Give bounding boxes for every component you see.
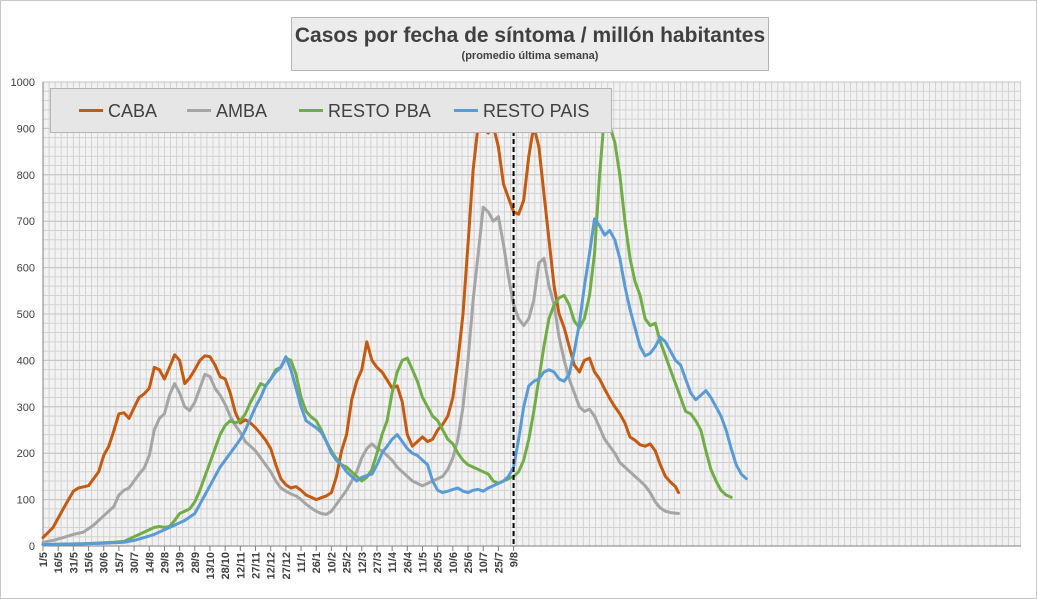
legend-item-resto-pais: RESTO PAIS [454, 101, 589, 121]
x-tick-label: 1/5 [38, 552, 50, 567]
x-tick-label: 10/7 [478, 552, 490, 573]
x-tick-label: 9/8 [509, 552, 521, 567]
x-tick-label: 14/8 [144, 552, 156, 573]
x-tick-label: 25/7 [493, 552, 505, 573]
chart-subtitle: (promedio última semana) [461, 50, 599, 62]
x-tick-label: 31/5 [68, 552, 80, 573]
y-tick-label: 900 [17, 123, 35, 135]
x-tick-label: 11/4 [387, 551, 399, 573]
legend-label-caba: CABA [108, 101, 158, 121]
x-tick-label: 12/12 [266, 552, 278, 580]
y-tick-label: 500 [17, 309, 35, 321]
x-tick-label: 26/5 [433, 552, 445, 573]
series-line-resto-pba [41, 110, 733, 547]
x-tick-label: 13/10 [205, 552, 217, 580]
x-tick-label: 25/6 [463, 552, 475, 573]
x-tick-label: 30/6 [99, 552, 111, 573]
legend-swatch-amba [187, 108, 211, 112]
x-tick-label: 12/11 [235, 552, 247, 579]
x-tick-label: 11/5 [418, 552, 430, 573]
x-tick-label: 27/3 [372, 552, 384, 573]
x-tick-label: 12/3 [357, 552, 369, 573]
legend-item-resto-pba: RESTO PBA [299, 101, 431, 121]
x-tick-label: 28/10 [220, 552, 232, 580]
x-tick-label: 26/4 [402, 551, 414, 573]
x-tick-label: 15/6 [84, 552, 96, 573]
y-tick-label: 300 [17, 402, 35, 414]
y-tick-label: 100 [17, 495, 35, 507]
legend-item-caba: CABA [79, 101, 157, 121]
x-tick-label: 27/12 [281, 552, 293, 580]
x-tick-label: 26/1 [311, 552, 323, 573]
legend-label-amba: AMBA [216, 101, 268, 121]
y-tick-label: 1000 [11, 77, 35, 89]
y-tick-label: 800 [17, 170, 35, 182]
x-tick-label: 10/2 [326, 552, 338, 573]
x-tick-label: 16/5 [53, 552, 65, 573]
x-tick-label: 15/7 [114, 552, 126, 573]
title-box: Casos por fecha de síntoma / millón habi… [291, 17, 769, 71]
series-line-caba [41, 123, 680, 540]
chart-title: Casos por fecha de síntoma / millón habi… [294, 24, 766, 47]
y-tick-label: 0 [29, 541, 35, 553]
series-line-resto-pais [41, 217, 748, 547]
x-tick-label: 13/9 [175, 552, 187, 573]
legend-item-amba: AMBA [187, 101, 267, 121]
legend-swatch-caba [79, 108, 103, 112]
x-tick-label: 30/7 [129, 552, 141, 573]
x-tick-label: 25/2 [342, 552, 354, 573]
x-tick-label: 11/1 [296, 552, 308, 573]
y-tick-label: 400 [17, 355, 35, 367]
legend-swatch-resto-pais [454, 108, 478, 112]
legend-label-resto-pais: RESTO PAIS [483, 101, 590, 121]
x-tick-label: 29/8 [159, 552, 171, 573]
x-tick-label: 28/9 [190, 552, 202, 573]
y-tick-label: 600 [17, 263, 35, 275]
x-tick-label: 10/6 [448, 552, 460, 573]
legend-label-resto-pba: RESTO PBA [328, 101, 431, 121]
y-tick-label: 200 [17, 448, 35, 460]
legend-swatch-resto-pba [299, 108, 323, 112]
y-tick-label: 700 [17, 216, 35, 228]
legend: CABA AMBA RESTO PBA RESTO PAIS [50, 88, 612, 133]
x-tick-label: 27/11 [251, 552, 263, 579]
